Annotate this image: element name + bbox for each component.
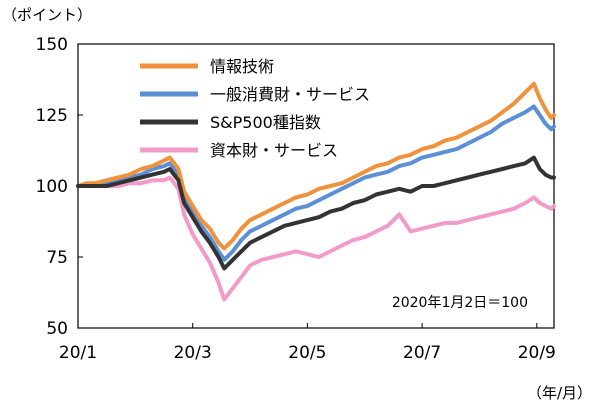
- y-tick-label: 150: [36, 35, 68, 55]
- y-tick-label: 125: [36, 106, 68, 126]
- x-axis-unit-label: （年/月）: [527, 384, 592, 402]
- legend-label: 資本財・サービス: [210, 141, 338, 160]
- series-line-3: [76, 175, 556, 302]
- y-axis-unit-label: （ポイント）: [2, 6, 92, 24]
- x-tick-label: 20/9: [518, 343, 556, 363]
- y-tick-label: 100: [36, 177, 68, 197]
- legend-label: 一般消費財・サービス: [210, 85, 370, 104]
- series-lines: [76, 81, 556, 302]
- x-tick-label: 20/5: [288, 343, 326, 363]
- y-tick-label: 50: [46, 319, 68, 339]
- y-axis: 150 125 100 75 50: [36, 35, 83, 339]
- legend-label: 情報技術: [210, 57, 274, 76]
- x-tick-label: 20/7: [403, 343, 441, 363]
- legend-label: S&P500種指数: [210, 113, 321, 132]
- base-date-annotation: 2020年1月2日＝100: [392, 295, 528, 311]
- x-tick-label: 20/3: [174, 343, 212, 363]
- series-line-1: [76, 104, 556, 262]
- series-line-2: [76, 155, 556, 271]
- x-axis: 20/1 20/3 20/5 20/7 20/9: [59, 323, 556, 363]
- x-tick-label: 20/1: [59, 343, 97, 363]
- y-tick-label: 75: [46, 248, 68, 268]
- series-line-0: [76, 81, 556, 251]
